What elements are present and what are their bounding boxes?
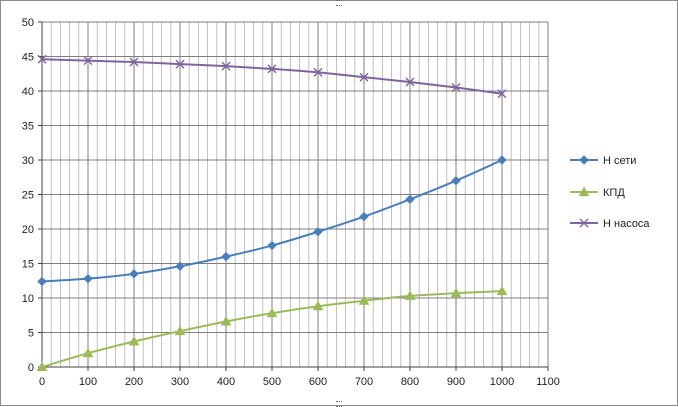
x-tick-label: 0: [39, 376, 45, 388]
data-point: [358, 295, 370, 305]
data-point: [451, 83, 461, 93]
series-layer: [36, 54, 508, 371]
x-tick-label: 1100: [536, 376, 560, 388]
data-point: [359, 72, 369, 82]
y-tick-label: 15: [22, 259, 34, 271]
x-tick-label: 1000: [490, 376, 514, 388]
legend-marker: [579, 218, 589, 228]
x-tick-label: 900: [447, 376, 465, 388]
x-tick-label: 500: [263, 376, 281, 388]
y-tick-label: 50: [22, 17, 34, 29]
data-point: [267, 64, 277, 74]
data-point: [496, 285, 508, 296]
y-tick-label: 20: [22, 224, 34, 236]
data-point: [220, 315, 232, 326]
data-point: [37, 276, 47, 287]
y-tick-label: 35: [22, 121, 34, 133]
x-tick-labels: 0 100 200 300 400 500 600 700 800 900 1000 1100: [39, 376, 560, 388]
data-point: [404, 290, 416, 300]
y-tick-label: 10: [22, 293, 34, 305]
data-point: [405, 77, 415, 87]
resize-handle-top[interactable]: [336, 0, 342, 6]
data-point: [82, 347, 94, 358]
x-tick-label: 800: [401, 376, 419, 388]
data-point: [129, 269, 139, 279]
legend-entry-0: Н сети: [570, 155, 636, 167]
y-tick-label: 5: [28, 328, 34, 340]
data-point: [497, 155, 507, 165]
grid: [41, 21, 549, 368]
series-1: [36, 285, 508, 371]
data-point: [497, 89, 507, 99]
data-point: [37, 54, 47, 64]
data-point: [36, 361, 48, 371]
data-point: [83, 273, 93, 284]
y-tick-label: 30: [22, 155, 34, 167]
x-tick-label: 100: [79, 376, 97, 388]
legend-label: КПД: [603, 187, 625, 199]
x-tick-label: 700: [355, 376, 373, 388]
data-point: [174, 325, 186, 336]
data-point: [175, 261, 185, 271]
y-tick-label: 40: [22, 86, 34, 98]
axes: [38, 21, 549, 371]
data-point: [267, 240, 277, 251]
data-point: [450, 287, 462, 298]
legend: Н сети КПД Н насоса: [570, 155, 650, 230]
y-tick-label: 25: [22, 190, 34, 202]
series-0: [37, 155, 507, 287]
data-point: [313, 67, 323, 77]
y-tick-labels: 0 5 10 15 20 25 30 35 40 45 50: [22, 17, 34, 374]
data-point: [128, 335, 140, 346]
data-point: [221, 251, 231, 262]
data-point: [221, 61, 231, 71]
data-point: [359, 211, 369, 222]
x-tick-label: 400: [217, 376, 235, 388]
data-point: [313, 227, 323, 237]
legend-entry-1: КПД: [570, 186, 625, 199]
data-point: [129, 57, 139, 67]
data-point: [405, 194, 415, 205]
legend-entry-2: Н насоса: [570, 218, 650, 230]
series-2: [37, 54, 507, 99]
legend-marker: [579, 155, 589, 165]
data-point: [83, 56, 93, 66]
data-point: [175, 59, 185, 69]
data-point: [266, 307, 278, 318]
legend-label: Н сети: [603, 155, 636, 167]
data-point: [451, 175, 461, 186]
data-point: [312, 300, 324, 311]
x-tick-label: 600: [309, 376, 327, 388]
x-tick-label: 200: [125, 376, 143, 388]
x-tick-label: 300: [171, 376, 189, 388]
legend-marker: [578, 186, 590, 196]
legend-label: Н насоса: [603, 218, 650, 230]
y-tick-label: 45: [22, 52, 34, 64]
y-tick-label: 0: [28, 362, 34, 374]
